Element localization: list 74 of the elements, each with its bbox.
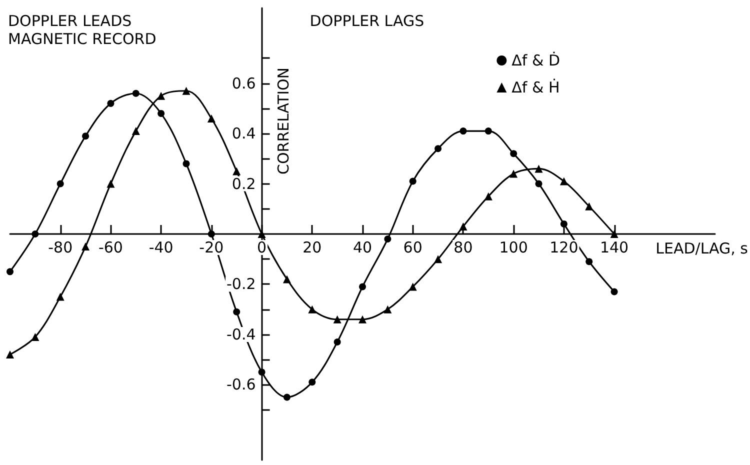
- x-tick-label: 20: [302, 238, 322, 256]
- point: [358, 315, 366, 324]
- point: [333, 315, 342, 324]
- y-tick-label: 0.6: [232, 74, 256, 92]
- point: [586, 258, 593, 266]
- point: [157, 92, 166, 100]
- point: [107, 100, 114, 107]
- point: [585, 202, 594, 210]
- point: [207, 114, 216, 122]
- point: [182, 160, 190, 168]
- x-tick-label: -80: [48, 238, 73, 256]
- point: [535, 180, 542, 188]
- point: [82, 242, 90, 251]
- point: [158, 110, 165, 117]
- point: [82, 132, 90, 140]
- point: [31, 332, 40, 341]
- point: [334, 338, 341, 346]
- y-axis-title: CORRELATION: [274, 67, 292, 175]
- x-tick-label: 80: [454, 238, 473, 256]
- x-tick-label: -20: [199, 238, 224, 256]
- point: [560, 177, 568, 186]
- x-tick-label: 100: [499, 238, 528, 256]
- point: [233, 308, 240, 316]
- point: [534, 164, 543, 173]
- y-tick-label: -0.2: [226, 275, 256, 294]
- y-tick-label: 0.4: [232, 124, 256, 143]
- x-axis-title: LEAD/LAG, s: [656, 240, 748, 258]
- point: [283, 394, 290, 401]
- legend-label: Δf & Ḣ: [512, 78, 560, 96]
- point: [308, 378, 316, 386]
- y-tick-label: -0.4: [226, 325, 256, 344]
- point: [282, 275, 291, 284]
- y-tick-label: 0.2: [232, 174, 256, 193]
- point: [408, 282, 417, 291]
- point: [106, 180, 115, 188]
- x-tick-label: 120: [550, 238, 578, 256]
- x-tick-label: -40: [148, 238, 174, 256]
- point: [434, 255, 442, 264]
- point: [232, 167, 241, 176]
- x-tick-label: -60: [98, 238, 123, 256]
- point: [208, 230, 215, 238]
- point: [459, 222, 468, 230]
- x-tick-label: 140: [600, 238, 629, 256]
- point: [132, 127, 140, 136]
- point: [434, 145, 442, 152]
- annotation: DOPPLER LAGS: [310, 12, 424, 30]
- x-tick-label: 60: [403, 238, 422, 256]
- point: [132, 90, 140, 97]
- annotation: DOPPLER LEADS MAGNETIC RECORD: [8, 12, 156, 48]
- point: [484, 128, 492, 135]
- point: [409, 178, 416, 185]
- y-tick-label: -0.6: [226, 376, 256, 394]
- point: [258, 368, 266, 376]
- x-tick-label: 40: [352, 238, 372, 256]
- point: [384, 305, 392, 314]
- point: [510, 170, 518, 178]
- point: [484, 192, 492, 200]
- legend-label: Δf & Ḋ: [512, 52, 560, 70]
- point: [510, 150, 518, 158]
- point: [32, 230, 39, 238]
- point: [610, 288, 618, 296]
- point: [359, 283, 366, 290]
- point: [460, 128, 467, 135]
- point: [384, 236, 392, 243]
- point: [56, 292, 64, 301]
- point: [6, 268, 14, 276]
- point: [560, 220, 568, 228]
- point: [6, 350, 14, 359]
- x-tick-label: 0: [257, 238, 267, 256]
- point: [610, 230, 618, 238]
- point: [182, 86, 190, 95]
- point: [258, 230, 266, 238]
- point: [56, 180, 64, 188]
- point: [308, 305, 316, 314]
